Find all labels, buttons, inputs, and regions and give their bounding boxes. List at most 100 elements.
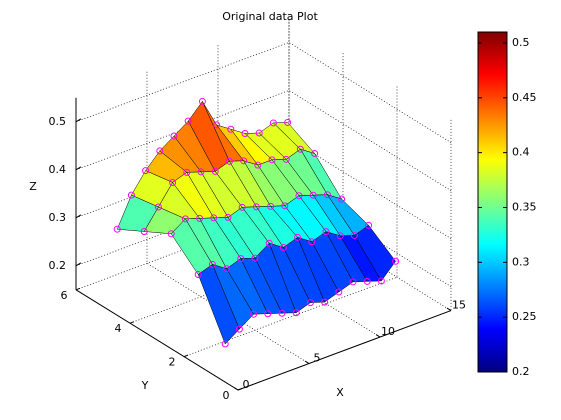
data-point	[292, 309, 300, 317]
data-point	[268, 156, 276, 164]
data-point	[223, 265, 231, 273]
data-point	[221, 340, 229, 348]
data-point	[322, 228, 330, 236]
data-point	[338, 195, 346, 203]
data-point	[255, 129, 263, 137]
data-point	[308, 238, 316, 246]
data-point	[392, 257, 400, 265]
grid-line	[75, 186, 452, 287]
colorbar-tick-label: 0.4	[512, 146, 530, 159]
data-point	[281, 202, 289, 210]
data-point	[311, 150, 319, 158]
y-tick-label: 2	[169, 356, 176, 369]
data-point	[140, 228, 148, 236]
z-tick	[75, 118, 82, 123]
data-point	[306, 299, 314, 307]
colorbar-tick-label: 0.35	[512, 200, 537, 213]
data-point	[213, 121, 221, 129]
data-point	[295, 192, 303, 200]
grid-line	[75, 90, 452, 191]
data-point	[235, 325, 243, 333]
data-point	[208, 260, 216, 268]
data-point	[269, 119, 277, 127]
colorbar-tick-label: 0.3	[512, 255, 530, 268]
data-point	[251, 254, 259, 262]
data-point	[225, 157, 233, 165]
data-point	[169, 179, 177, 187]
data-point	[170, 132, 178, 140]
data-point	[349, 278, 357, 286]
x-tick	[375, 334, 381, 338]
z-tick	[75, 214, 82, 219]
y-axis-label: Y	[141, 379, 149, 392]
data-point	[237, 255, 245, 263]
data-point	[241, 130, 249, 138]
z-tick-label: 0.2	[49, 259, 67, 272]
grid-line	[288, 18, 452, 311]
data-point	[350, 231, 358, 239]
data-point	[194, 271, 202, 279]
data-point	[154, 203, 162, 211]
z-tick-label: 0.3	[49, 211, 67, 224]
data-point	[278, 309, 286, 317]
data-point	[142, 167, 150, 175]
colorbar	[477, 31, 508, 373]
grid-line	[183, 85, 398, 357]
data-point	[252, 203, 260, 211]
x-axis-label: X	[336, 386, 344, 399]
y-tick	[75, 287, 81, 291]
x-axis	[237, 310, 452, 391]
data-point	[227, 125, 235, 133]
y-tick	[183, 354, 189, 358]
data-point	[211, 167, 219, 175]
data-point	[183, 168, 191, 176]
z-tick-label: 0.4	[49, 163, 67, 176]
data-point	[282, 155, 290, 163]
data-point	[336, 232, 344, 240]
colorbar-tick-label: 0.2	[512, 365, 530, 378]
x-tick	[304, 360, 310, 364]
data-point	[254, 161, 262, 169]
z-tick	[75, 262, 82, 267]
z-axis-label: Z	[29, 180, 37, 193]
z-tick-label: 0.5	[49, 115, 67, 128]
y-tick	[237, 388, 243, 391]
surface-patch	[197, 264, 240, 345]
colorbar-tick-label: 0.25	[512, 310, 537, 323]
data-point	[321, 298, 329, 306]
data-point	[377, 277, 385, 285]
data-point	[197, 168, 205, 176]
data-point	[294, 233, 302, 241]
grid-line	[75, 42, 452, 143]
data-point	[181, 215, 189, 223]
y-tick	[129, 321, 135, 324]
y-tick-label: 6	[61, 289, 68, 302]
x-tick	[233, 387, 239, 391]
data-point	[267, 202, 275, 210]
data-point	[156, 147, 164, 155]
data-point	[224, 213, 232, 221]
colorbar-tick-label: 0.5	[512, 36, 530, 49]
data-point	[363, 277, 371, 285]
y-tick-label: 4	[115, 322, 122, 335]
data-point	[184, 117, 192, 125]
data-point	[198, 97, 206, 105]
data-point	[264, 310, 272, 318]
x-tick-label: 10	[381, 325, 395, 338]
y-tick-label: 0	[223, 389, 230, 402]
grid-line	[75, 18, 290, 291]
data-point	[210, 214, 218, 222]
x-tick-label: 5	[314, 352, 321, 365]
z-tick	[75, 166, 82, 171]
data-point	[309, 191, 317, 199]
data-point	[240, 157, 248, 165]
data-point	[113, 225, 121, 233]
data-point	[335, 288, 343, 296]
grid-line	[217, 44, 381, 338]
data-point	[265, 239, 273, 247]
data-point	[167, 230, 175, 238]
data-point	[279, 244, 287, 252]
data-point	[323, 191, 331, 199]
data-point	[238, 203, 246, 211]
